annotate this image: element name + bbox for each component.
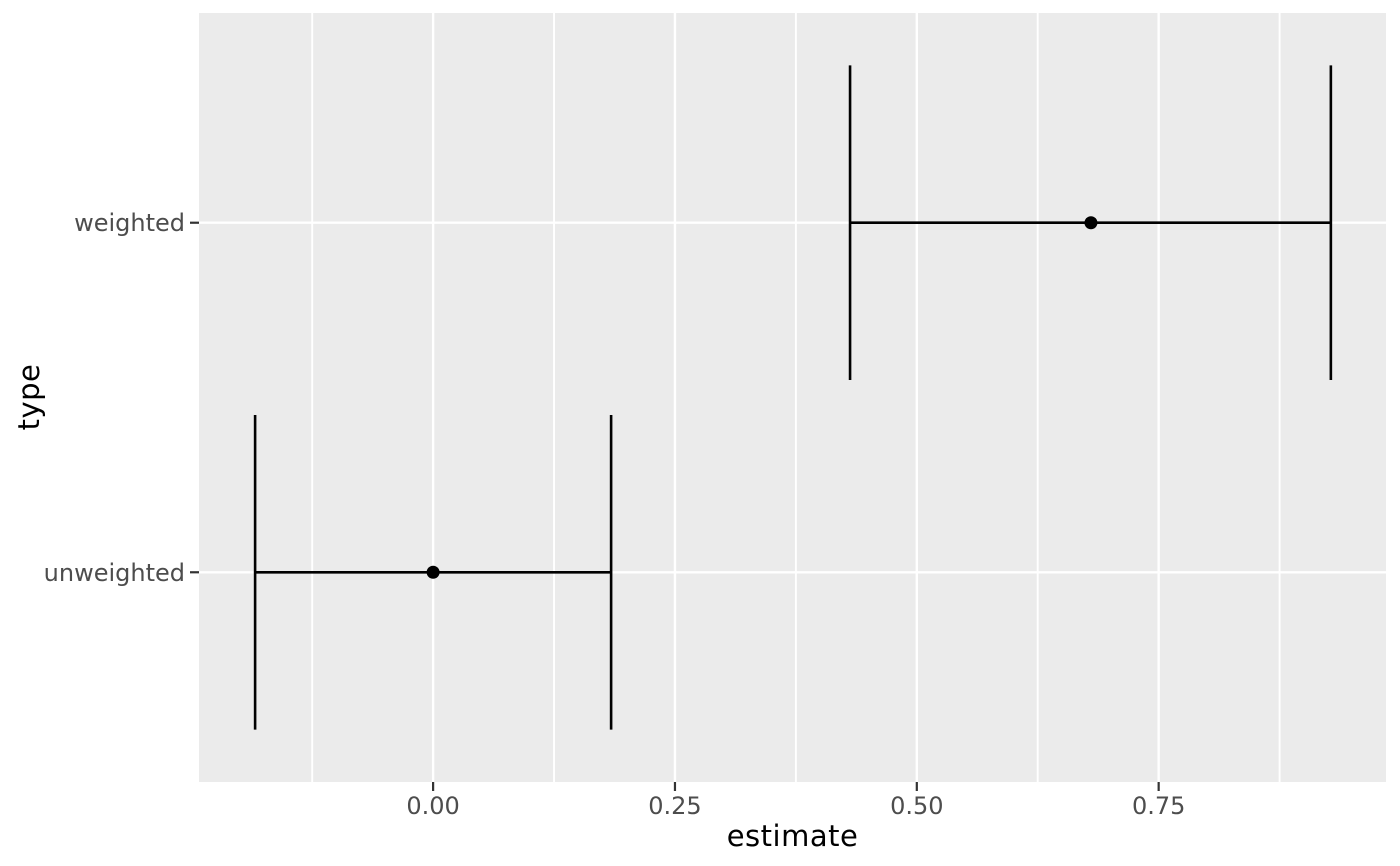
x-tick-label: 0.50 xyxy=(890,792,943,820)
y-tick-label-weighted: weighted xyxy=(74,209,185,237)
y-axis-title: type xyxy=(12,363,46,431)
x-tick-label: 0.25 xyxy=(648,792,701,820)
y-tick-label-unweighted: unweighted xyxy=(44,559,185,587)
estimate-point-unweighted xyxy=(426,565,440,579)
x-tick-label: 0.00 xyxy=(406,792,459,820)
x-tick-label: 0.75 xyxy=(1132,792,1185,820)
estimate-point-weighted xyxy=(1084,216,1098,230)
plot-panel-background xyxy=(199,13,1386,782)
x-axis-title: estimate xyxy=(726,819,859,853)
